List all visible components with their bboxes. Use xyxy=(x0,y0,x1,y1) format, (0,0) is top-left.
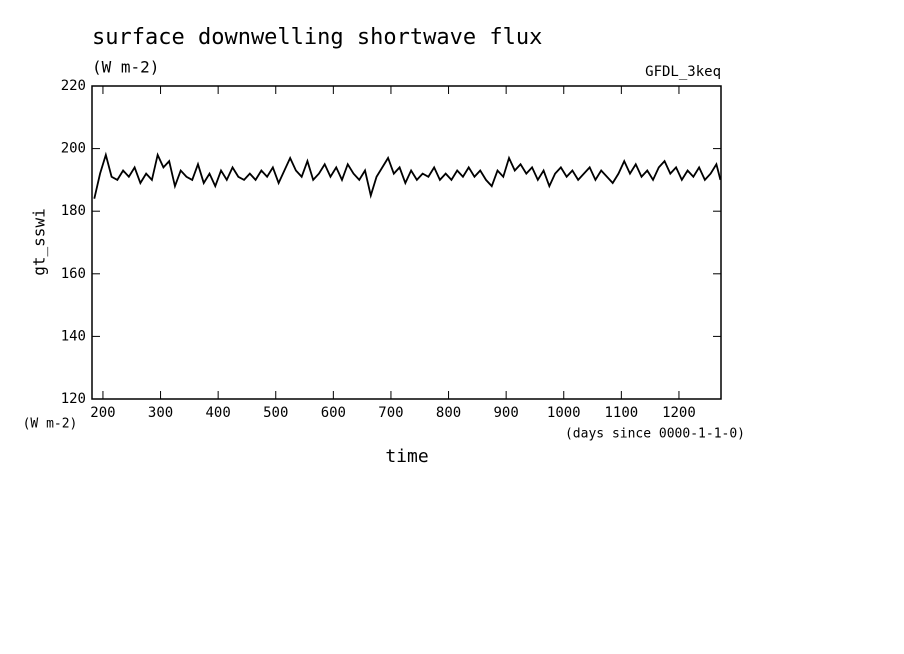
annotation: GFDL_3keq xyxy=(645,64,721,80)
y-tick-label: 120 xyxy=(61,391,86,407)
chart-subtitle: (W m-2) xyxy=(92,58,159,77)
chart-title: surface downwelling shortwave flux xyxy=(92,25,542,50)
y-tick-label: 220 xyxy=(61,78,86,94)
plot-frame xyxy=(91,85,722,400)
y-tick-label: 200 xyxy=(61,141,86,157)
x-tick-label: 1000 xyxy=(547,405,581,421)
y-tick-label: 140 xyxy=(61,328,86,344)
x-tick-label: 800 xyxy=(436,405,461,421)
x-tick-label: 200 xyxy=(90,405,115,421)
x-tick-label: 700 xyxy=(378,405,403,421)
y-unit: (W m-2) xyxy=(23,417,78,432)
data-line xyxy=(93,151,722,200)
x-tick-label: 300 xyxy=(148,405,173,421)
x-tick-label: 1200 xyxy=(662,405,696,421)
x-tick-label: 900 xyxy=(494,405,519,421)
y-tick-label: 160 xyxy=(61,266,86,282)
x-axis-label: time xyxy=(385,446,428,467)
x-tick-label: 400 xyxy=(205,405,230,421)
x-tick-label: 500 xyxy=(263,405,288,421)
x-tick-label: 600 xyxy=(321,405,346,421)
x-unit: (days since 0000-1-1-0) xyxy=(565,427,745,442)
x-tick-label: 1100 xyxy=(604,405,638,421)
y-axis-label: gt_sswi xyxy=(30,208,49,275)
y-tick-label: 180 xyxy=(61,203,86,219)
